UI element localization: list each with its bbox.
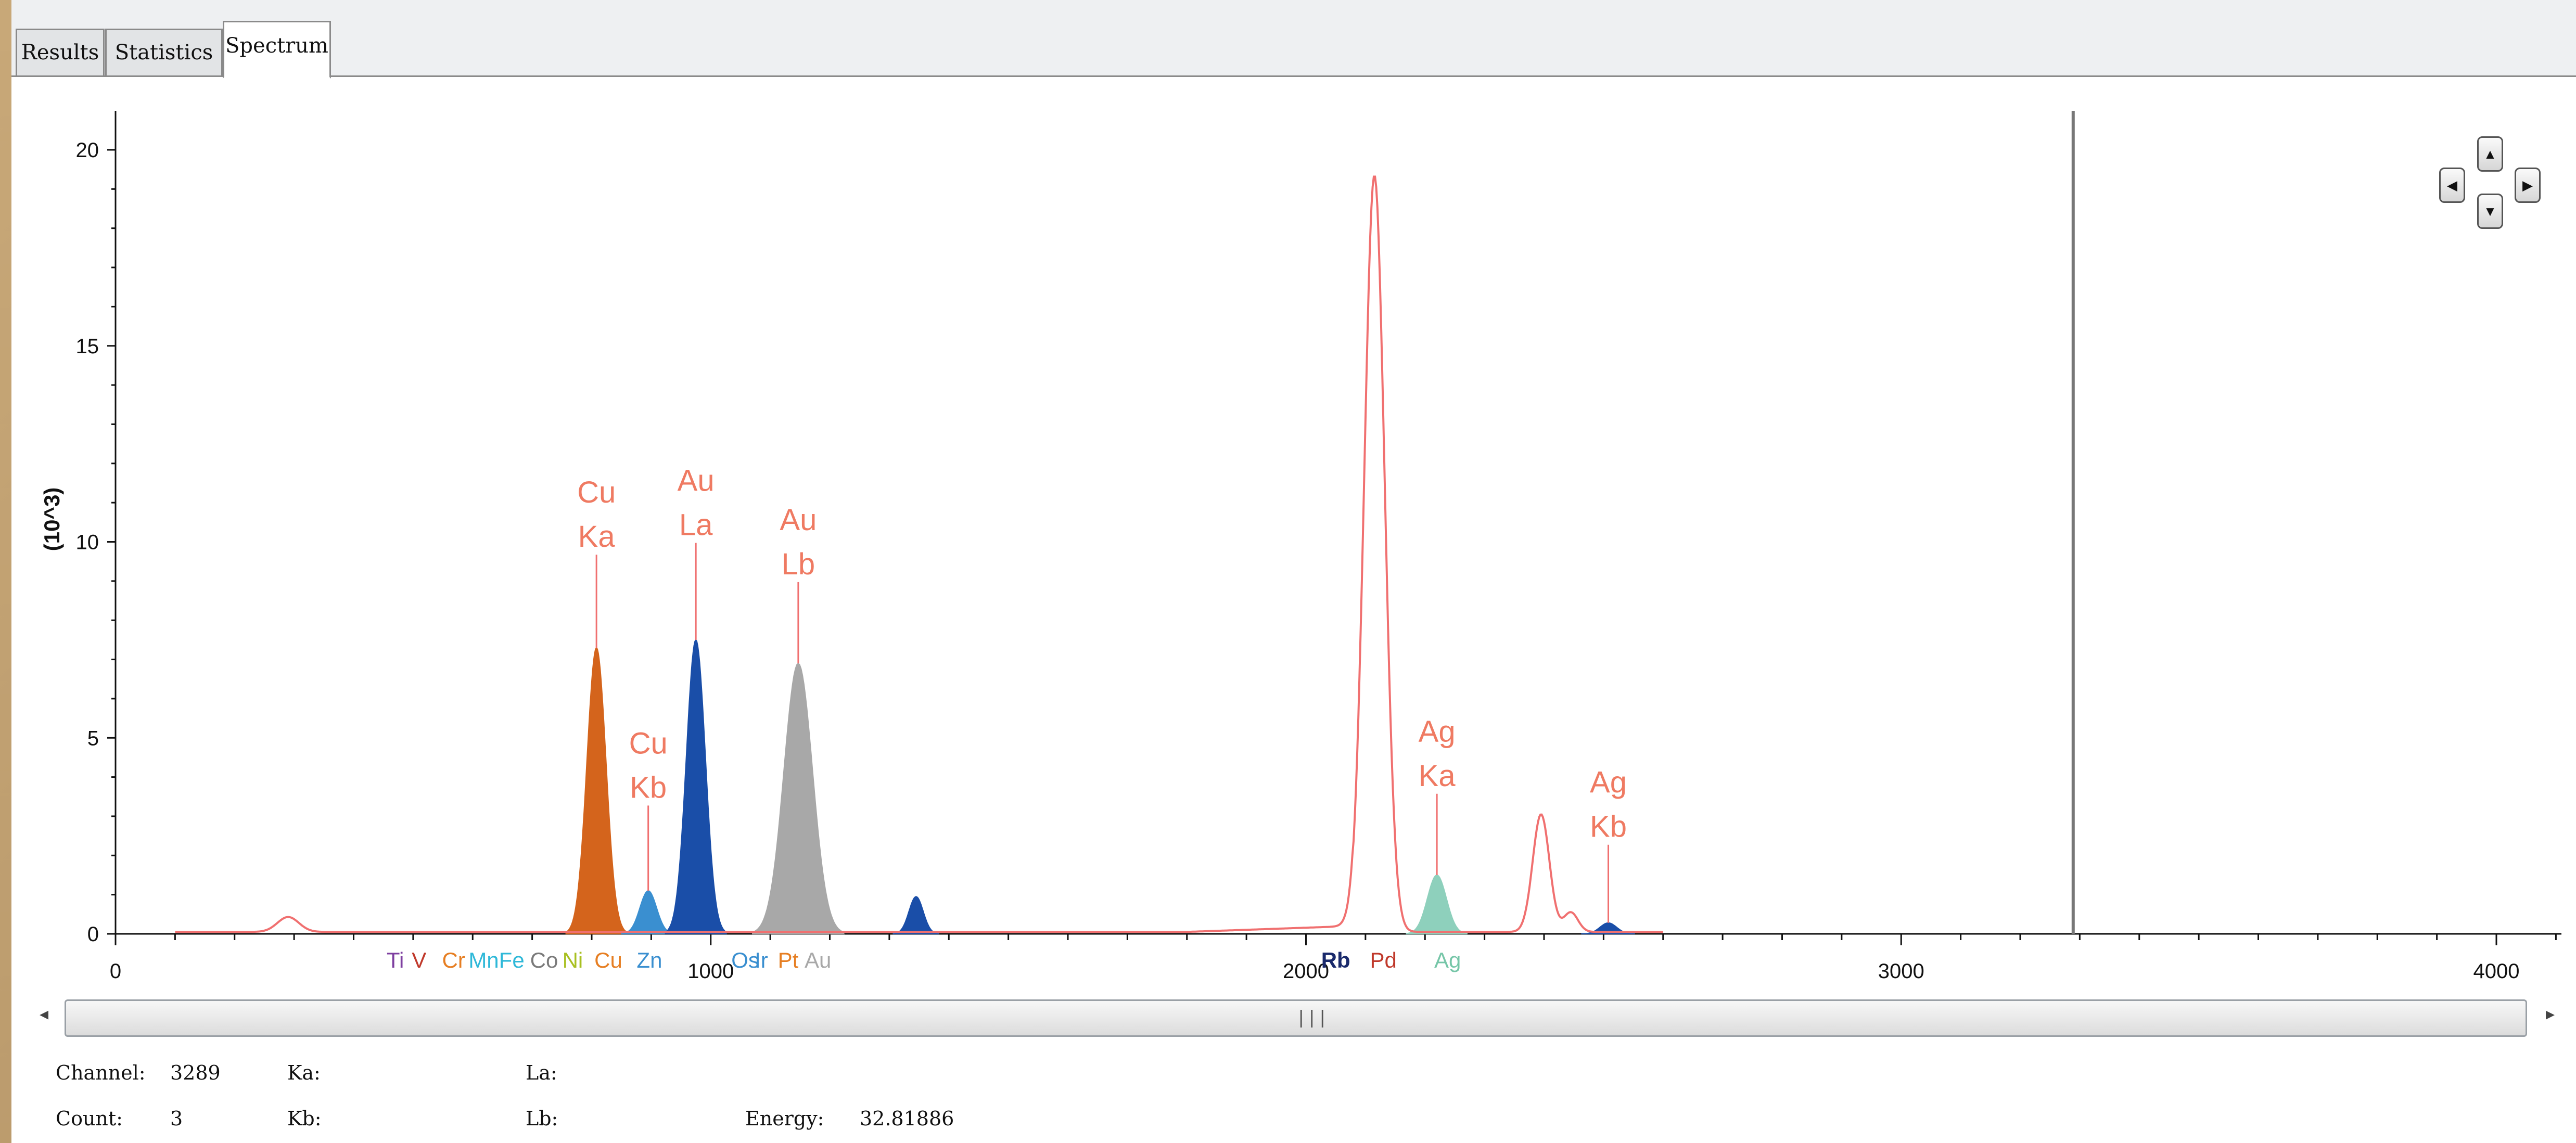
peak-label-line2: Kb	[630, 770, 667, 804]
element-marker-label: Pd	[1370, 948, 1397, 972]
peak-label-line1: Au	[780, 503, 817, 537]
peak-label-line2: Ka	[1419, 759, 1456, 793]
tab-statistics[interactable]: Statistics	[105, 29, 223, 75]
x-tick-label: 0	[110, 960, 121, 983]
element-marker-label: Ir	[755, 948, 768, 972]
element-marker-label: V	[412, 948, 426, 972]
scroll-left-arrow-icon[interactable]: ◂	[40, 1004, 49, 1024]
peak-label-line2: Kb	[1590, 810, 1627, 844]
peak-area	[1406, 874, 1468, 934]
element-marker-label: Pt	[778, 948, 799, 972]
scrollbar-thumb[interactable]: |||	[65, 999, 2527, 1037]
tab-results[interactable]: Results	[16, 29, 105, 75]
channel-label: Channel:	[56, 1061, 146, 1084]
peak-area	[665, 639, 728, 934]
y-tick-label: 15	[76, 335, 99, 358]
la-label: La:	[526, 1061, 557, 1084]
x-tick-label: 2000	[1283, 960, 1329, 983]
energy-label: Energy:	[745, 1107, 824, 1130]
peak-label-line2: Ka	[578, 520, 616, 554]
pan-right-button[interactable]: ▶	[2515, 168, 2541, 203]
peak-area	[621, 890, 675, 934]
y-axis-label: (10^3)	[40, 487, 64, 551]
spectrum-window: Results Statistics Spectrum 0 5 10 15 20 (10^…	[11, 0, 2576, 1143]
pan-down-button[interactable]: ▼	[2477, 194, 2503, 229]
ka-label: Ka:	[287, 1061, 321, 1084]
pan-up-button[interactable]: ▲	[2477, 136, 2503, 172]
horizontal-scrollbar[interactable]: ◂ ||| ▸	[30, 996, 2570, 1038]
element-marker-label: MnFe	[468, 948, 524, 972]
count-label: Count:	[56, 1107, 123, 1130]
kb-label: Kb:	[287, 1107, 322, 1130]
element-marker-label: Ti	[387, 948, 404, 972]
peak-label-line1: Ag	[1419, 715, 1456, 749]
peak-label-line1: Cu	[577, 476, 616, 509]
x-tick-label: 4000	[2473, 960, 2520, 983]
peak-label-line1: Ag	[1590, 766, 1627, 800]
peak-label-line2: La	[679, 508, 713, 542]
info-panel: Channel: 3289 Count: 3 Ka: Kb: La: Lb: E…	[11, 1046, 2576, 1143]
peak-label-line1: Cu	[629, 726, 668, 760]
y-tick-label: 5	[87, 727, 99, 750]
element-marker-label: Cr	[442, 948, 465, 972]
tab-spectrum[interactable]: Spectrum	[223, 21, 331, 79]
tab-bar: Results Statistics Spectrum	[11, 0, 2576, 79]
element-marker-label: Rb	[1321, 948, 1350, 972]
element-marker-label: Os	[731, 948, 759, 972]
element-marker-label: Ni	[563, 948, 583, 972]
lb-label: Lb:	[526, 1107, 558, 1130]
peak-label-line2: Lb	[782, 547, 815, 581]
grip-icon: |||	[1296, 1007, 1328, 1028]
element-marker-label: Au	[805, 948, 831, 972]
element-marker-label: Ag	[1434, 948, 1461, 972]
pan-left-button[interactable]: ◀	[2439, 168, 2465, 203]
channel-value: 3289	[170, 1061, 221, 1084]
element-marker-label: Zn	[636, 948, 662, 972]
count-value: 3	[170, 1107, 183, 1130]
peak-area	[892, 896, 939, 934]
element-marker-label: Co	[530, 948, 558, 972]
energy-value: 32.81886	[860, 1107, 954, 1130]
x-tick-label: 1000	[687, 960, 734, 983]
spectrum-chart[interactable]: 0 5 10 15 20 (10^3) 0 1000 2000 3000 4000 Cu Ka Cu Kb A…	[11, 77, 2576, 998]
element-marker-label: Cu	[594, 948, 622, 972]
peak-area	[565, 647, 628, 934]
peak-area	[751, 662, 845, 934]
scroll-right-arrow-icon[interactable]: ▸	[2546, 1004, 2555, 1024]
spectrum-line	[175, 175, 1663, 933]
x-tick-label: 3000	[1878, 960, 1924, 983]
y-tick-label: 10	[76, 531, 99, 554]
peak-label-line1: Au	[678, 464, 715, 498]
y-tick-label: 20	[76, 139, 99, 162]
y-tick-label: 0	[87, 923, 99, 946]
